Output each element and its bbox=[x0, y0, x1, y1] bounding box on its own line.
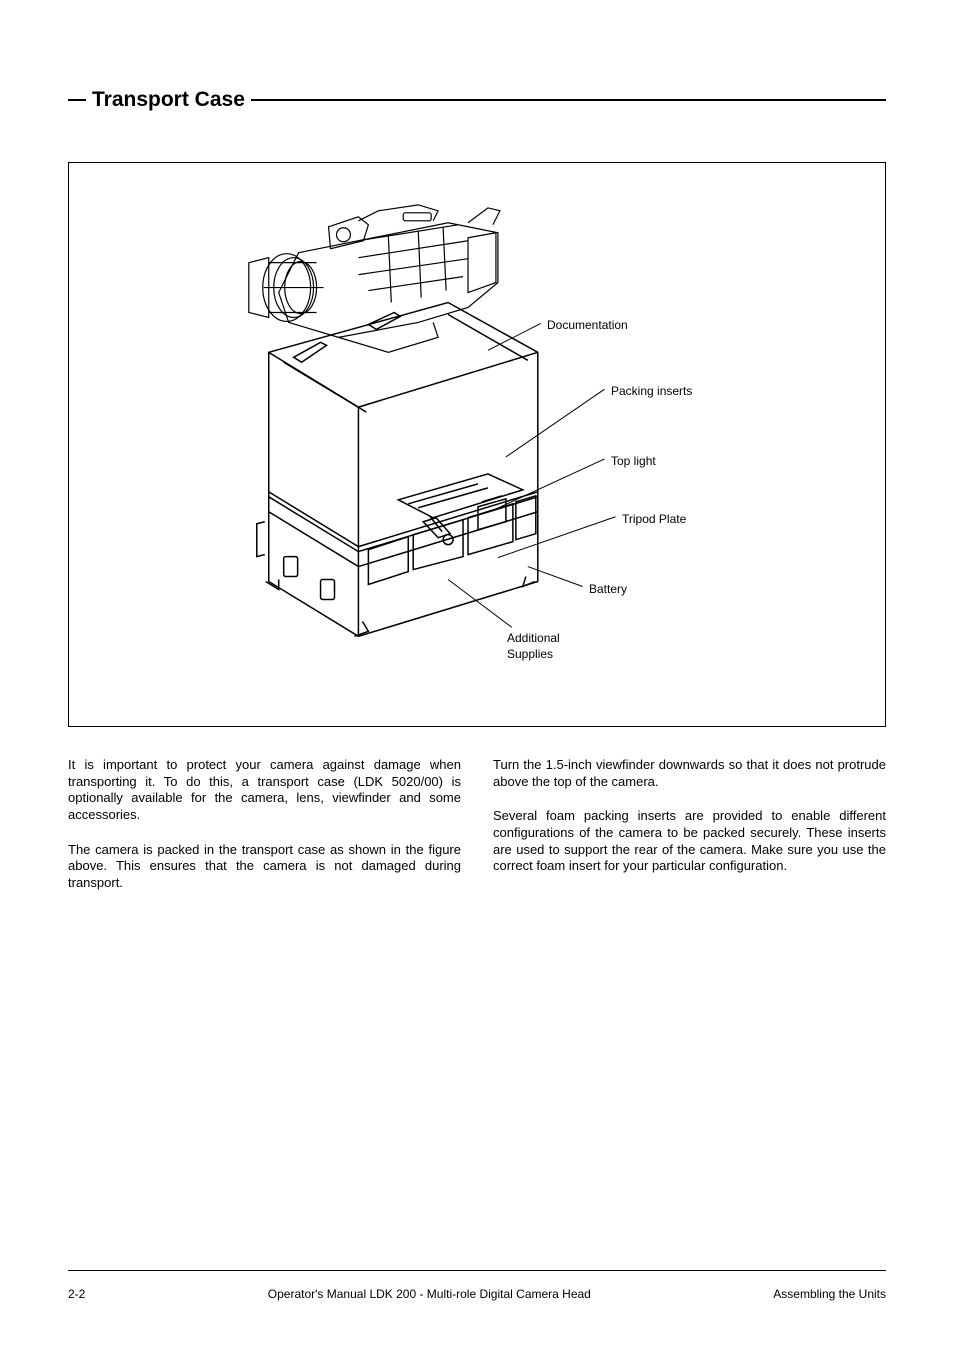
diagram-svg bbox=[69, 163, 885, 726]
left-paragraph-2: The camera is packed in the transport ca… bbox=[68, 842, 461, 892]
label-packing-inserts: Packing inserts bbox=[611, 384, 692, 400]
page-footer: 2-2 Operator's Manual LDK 200 - Multi-ro… bbox=[68, 1270, 886, 1301]
label-battery: Battery bbox=[589, 582, 627, 598]
label-documentation: Documentation bbox=[547, 318, 628, 334]
right-paragraph-2: Several foam packing inserts are provide… bbox=[493, 808, 886, 875]
section-header: Transport Case bbox=[68, 88, 886, 112]
right-paragraph-1: Turn the 1.5-inch viewfinder downwards s… bbox=[493, 757, 886, 790]
text-columns: It is important to protect your camera a… bbox=[68, 757, 886, 909]
footer-page-number: 2-2 bbox=[68, 1287, 85, 1301]
footer-chapter: Assembling the Units bbox=[773, 1287, 886, 1301]
header-line-left bbox=[68, 99, 86, 101]
footer-content: 2-2 Operator's Manual LDK 200 - Multi-ro… bbox=[68, 1287, 886, 1301]
figure-box: Documentation Packing inserts Top light … bbox=[68, 162, 886, 727]
label-additional: Additional bbox=[507, 631, 560, 645]
footer-rule bbox=[68, 1270, 886, 1271]
section-title: Transport Case bbox=[92, 88, 245, 112]
label-top-light: Top light bbox=[611, 454, 656, 470]
label-supplies: Supplies bbox=[507, 647, 553, 661]
left-column: It is important to protect your camera a… bbox=[68, 757, 461, 909]
footer-manual-title: Operator's Manual LDK 200 - Multi-role D… bbox=[85, 1287, 773, 1301]
label-tripod-plate: Tripod Plate bbox=[622, 512, 686, 528]
label-additional-supplies: Additional Supplies bbox=[507, 631, 560, 662]
header-line-right bbox=[251, 99, 886, 101]
left-paragraph-1: It is important to protect your camera a… bbox=[68, 757, 461, 824]
right-column: Turn the 1.5-inch viewfinder downwards s… bbox=[493, 757, 886, 909]
